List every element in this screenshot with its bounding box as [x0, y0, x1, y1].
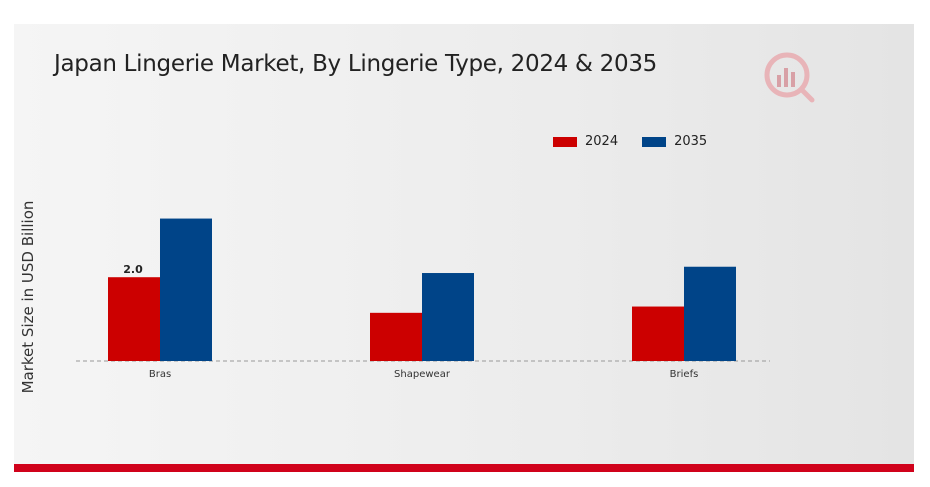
legend: 2024 2035 [553, 134, 731, 149]
legend-swatch-2024 [553, 136, 577, 147]
bar-bras-2035 [160, 218, 212, 361]
bar-briefs-2035 [684, 266, 736, 361]
legend-label-2035: 2035 [674, 134, 708, 149]
bar-shapewear-2035 [422, 273, 474, 361]
x-tick-label-briefs: Briefs [670, 369, 699, 380]
legend-item-2024: 2024 [553, 134, 618, 149]
legend-item-2035: 2035 [642, 134, 707, 149]
bar-shapewear-2024 [370, 312, 422, 361]
legend-swatch-2035 [642, 136, 667, 147]
bar-bras-2024 [108, 277, 160, 361]
x-tick-label-bras: Bras [149, 369, 171, 380]
data-label-bras-2024: 2.0 [123, 263, 143, 276]
legend-label-2024: 2024 [585, 134, 619, 149]
x-tick-label-shapewear: Shapewear [394, 369, 451, 380]
bottom-accent-bar [14, 464, 914, 472]
chart-logo-icon [760, 48, 818, 106]
chart-title: Japan Lingerie Market, By Lingerie Type,… [54, 51, 657, 77]
bar-briefs-2024 [632, 306, 684, 361]
